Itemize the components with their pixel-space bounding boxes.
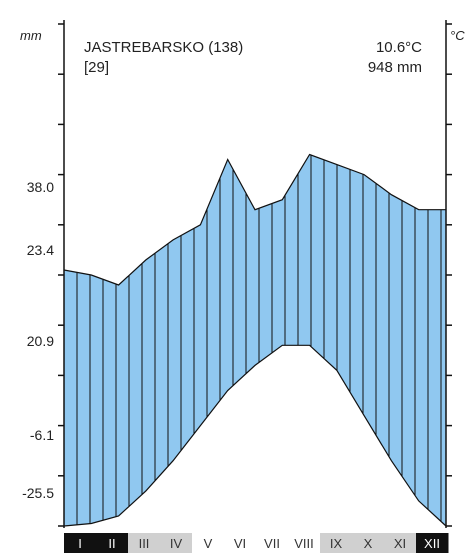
month-label: XII [424,536,440,551]
month-label: I [78,536,82,551]
month-cell [64,533,97,553]
left-tick-label: -6.1 [30,427,54,443]
month-label: X [364,536,373,551]
month-cell [160,533,193,553]
right-unit-label: °C [450,28,465,43]
month-label: VI [234,536,246,551]
month-cell [352,533,385,553]
month-cell [256,533,289,553]
annual-precipitation: 948 mm [368,59,422,76]
month-label: XI [394,536,406,551]
month-label: IX [330,536,343,551]
precipitation-curve [63,153,446,286]
month-strip: I II III IV V VI VII VIII IX X XI XII [64,533,449,553]
observation-years: [29] [84,59,109,76]
left-axis-ticks [58,23,64,527]
hatch-lines [76,155,442,525]
month-label: VIII [294,536,314,551]
left-unit-label: mm [20,28,42,43]
month-label: IV [170,536,183,551]
month-cell [192,533,225,553]
month-cell [384,533,417,553]
month-label: II [108,536,115,551]
temperature-curve [63,344,447,527]
month-cell [416,533,449,553]
month-label: V [204,536,213,551]
left-tick-label: 23.4 [27,242,54,258]
right-axis-ticks [446,23,452,527]
month-cell [288,533,321,553]
left-tick-label: -25.5 [22,485,54,501]
month-cell [320,533,353,553]
mean-temperature: 10.6°C [376,39,422,56]
month-cell [96,533,129,553]
month-label: III [139,536,150,551]
left-tick-label: 38.0 [27,179,54,195]
month-cell [128,533,161,553]
month-label: VII [264,536,280,551]
station-name: JASTREBARSKO (138) [84,39,243,56]
month-cell [224,533,257,553]
left-tick-label: 20.9 [27,333,54,349]
